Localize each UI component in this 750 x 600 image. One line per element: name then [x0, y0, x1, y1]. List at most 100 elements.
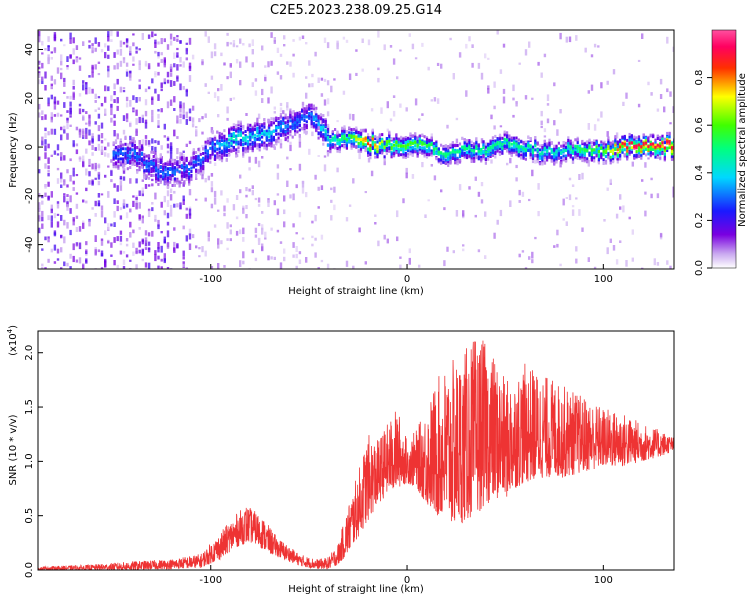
spectrogram-cell: [470, 144, 473, 147]
spectrogram-cell: [163, 123, 166, 130]
spectrogram-cell: [276, 164, 280, 169]
spectrogram-cell: [97, 113, 101, 119]
spectrogram-cell: [292, 254, 295, 258]
spectrogram-cell: [85, 241, 88, 246]
spectrogram-cell: [261, 124, 264, 128]
spectrogram-cell: [644, 147, 648, 151]
spectrogram-cell: [383, 142, 386, 146]
spectrogram-cell: [53, 128, 57, 135]
spectrogram-ridge-cell: [623, 142, 626, 146]
spectrogram-cell: [320, 185, 324, 190]
spectrogram-cell: [72, 243, 75, 251]
spectrogram-ridge-cell: [416, 143, 419, 147]
spectrogram-cell: [295, 265, 298, 269]
spectrogram-ridge-cell: [355, 135, 358, 139]
spectrogram-cell: [590, 158, 593, 162]
spectrogram-cell: [50, 208, 53, 214]
spectrogram-cell: [97, 96, 101, 99]
spectrogram-cell: [154, 50, 157, 54]
spectrogram-cell: [188, 243, 192, 250]
spectrogram-cell: [159, 158, 162, 162]
spectrogram-cell: [637, 135, 641, 139]
spectrogram-cell: [392, 154, 396, 158]
spectrogram-cell: [330, 85, 333, 93]
spectrogram-cell: [75, 57, 79, 63]
spectrogram-cell: [136, 146, 139, 149]
spectrogram-cell: [355, 126, 358, 130]
spectrogram-cell: [607, 155, 610, 159]
spectrogram-ridge-cell: [440, 151, 443, 155]
spectrogram-cell: [322, 133, 325, 137]
spectrogram-cell: [113, 198, 116, 204]
spectrogram-ridge-cell: [350, 134, 353, 138]
spectrogram-cell: [428, 139, 431, 143]
spectrogram-cell: [188, 65, 192, 72]
spectrogram-cell: [463, 147, 466, 151]
spectrogram-ridge-cell: [378, 141, 381, 145]
spectrogram-cell: [180, 156, 184, 160]
spectrogram-cell: [392, 110, 396, 117]
spectrogram-cell: [60, 172, 63, 180]
spectrogram-cell: [104, 52, 107, 59]
spectrogram-cell: [520, 156, 523, 160]
spectrogram-cell: [244, 137, 247, 141]
spectrogram-cell: [670, 157, 674, 161]
spectrogram-cell: [138, 116, 141, 124]
spectrogram-cell: [305, 130, 308, 134]
spectrogram-cell: [301, 117, 304, 121]
spectrogram-cell: [132, 108, 135, 112]
spectrogram-cell: [124, 135, 127, 139]
spectrogram-cell: [593, 43, 597, 48]
spectrogram-cell: [555, 157, 558, 161]
spectrogram-cell: [94, 121, 97, 125]
spectrogram-cell: [436, 62, 440, 66]
spectrogram-cell: [91, 181, 94, 186]
spectrogram-cell: [88, 140, 91, 146]
spectrogram-cell: [612, 160, 615, 164]
spectrogram-cell: [201, 173, 204, 180]
spectrogram-cell: [330, 199, 333, 203]
spectrogram-cell: [136, 169, 139, 172]
spectrogram-cell: [452, 73, 455, 80]
spectrogram-cell: [540, 72, 543, 78]
spectrogram-cell: [204, 178, 207, 183]
spectrogram-cell: [602, 142, 605, 146]
spectrogram-cell: [147, 154, 151, 158]
spectrogram-cell: [66, 110, 69, 113]
spectrogram-cell: [173, 171, 176, 175]
spectrogram-cell: [110, 179, 113, 183]
spectrogram-cell: [173, 183, 176, 187]
spectrogram-ridge-cell: [501, 143, 504, 146]
spectrogram-cell: [569, 150, 572, 154]
spectrogram-cell: [210, 173, 214, 177]
spectrogram-cell: [210, 181, 214, 187]
spectrogram-cell: [94, 235, 97, 242]
spectrogram-cell: [97, 249, 101, 253]
spectrogram-cell: [38, 202, 41, 209]
spectrogram-cell: [44, 71, 47, 79]
spectrogram-cell: [82, 41, 85, 46]
spectrogram-cell: [213, 224, 217, 228]
spectrogram-cell: [468, 139, 471, 143]
spectrogram-cell: [147, 168, 151, 172]
spectrogram-cell: [462, 244, 465, 247]
spectrogram-cell: [125, 71, 129, 77]
spectrogram-cell: [443, 260, 446, 267]
spectrogram-ridge-cell: [663, 146, 666, 150]
spectrogram-cell: [136, 161, 139, 165]
spectrogram-cell: [235, 134, 238, 138]
spectrogram-cell: [199, 161, 202, 165]
spectrogram-cell: [258, 137, 261, 141]
spectrogram-cell: [91, 71, 94, 78]
spectrogram-cell: [571, 160, 575, 164]
spectrogram-cell: [138, 63, 141, 71]
spectrogram-ridge-cell: [494, 143, 497, 147]
spectrogram-cell: [414, 132, 417, 136]
spectrogram-cell: [517, 153, 520, 157]
spectrogram-cell: [414, 57, 418, 60]
spectrogram-ridge-cell: [423, 142, 426, 146]
spectrogram-cell: [270, 138, 273, 142]
spectrogram-cell: [286, 105, 289, 111]
spectrogram-cell: [122, 147, 125, 151]
spectrogram-cell: [296, 123, 299, 127]
